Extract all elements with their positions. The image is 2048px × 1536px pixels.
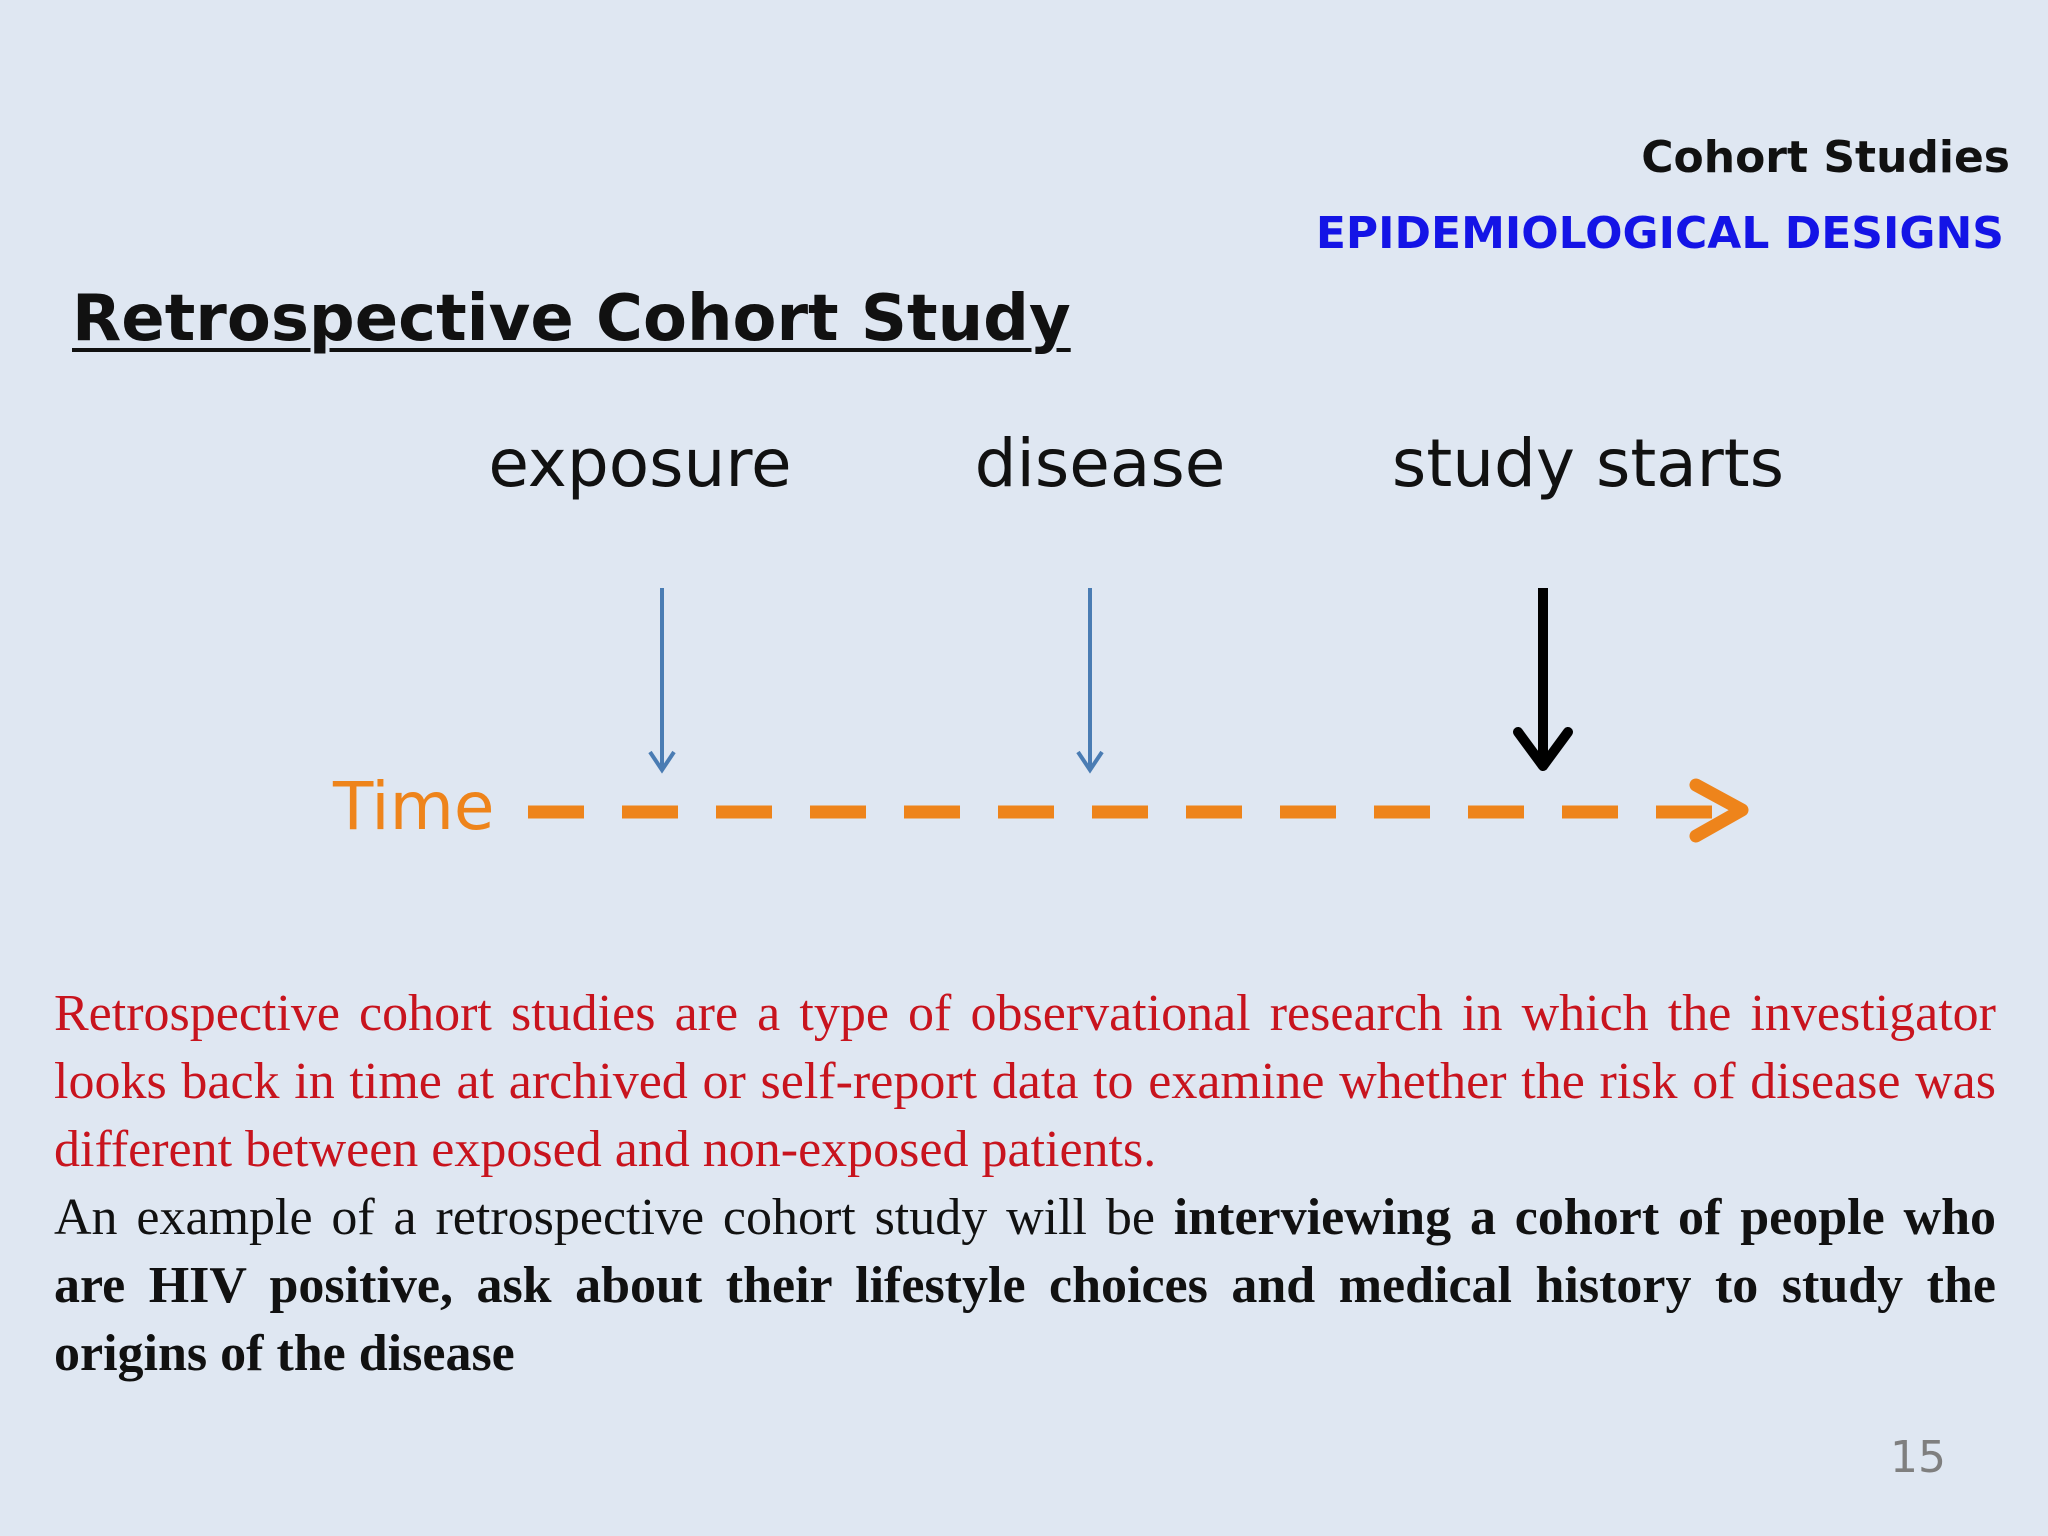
stage-label-disease: disease: [974, 425, 1226, 502]
stage-label-exposure: exposure: [488, 425, 792, 502]
definition-paragraph: Retrospective cohort studies are a type …: [54, 985, 1996, 1178]
disease-arrow: [1076, 588, 1104, 774]
example-intro: An example of a retrospective cohort stu…: [54, 1189, 1174, 1246]
study-starts-arrow: [1513, 588, 1573, 771]
slide-section: EPIDEMIOLOGICAL DESIGNS: [1315, 208, 2004, 259]
slide-title: Retrospective Cohort Study: [72, 282, 1071, 356]
example-highlight: interviewing a cohort of people who are …: [54, 1189, 1996, 1382]
description-block: Retrospective cohort studies are a type …: [54, 980, 1996, 1388]
slide-topic: Cohort Studies: [1641, 132, 2010, 183]
time-axis-line: [528, 778, 1749, 843]
page-number: 15: [1890, 1432, 1946, 1483]
exposure-arrow: [648, 588, 676, 774]
example-paragraph: An example of a retrospective cohort stu…: [54, 1184, 1996, 1388]
stage-label-study-starts: study starts: [1391, 425, 1785, 502]
time-axis-label: Time: [333, 768, 495, 845]
